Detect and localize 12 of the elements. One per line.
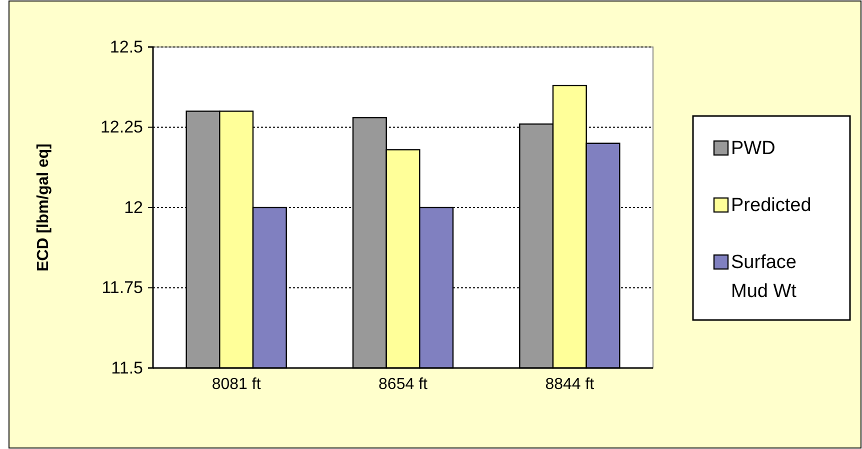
x-tick-label: 8844 ft — [545, 376, 595, 393]
y-tick-label: 11.5 — [111, 358, 143, 378]
y-tick-label: 12.5 — [110, 37, 143, 56]
y-tick-label: 11.75 — [102, 278, 143, 298]
y-tick-label: 12.25 — [100, 118, 143, 137]
y-tick-label: 12 — [124, 198, 143, 217]
y-axis-title: ECD [lbm/gal eq] — [35, 143, 52, 272]
legend-label: PWD — [731, 138, 776, 159]
x-tick-label: 8654 ft — [378, 376, 428, 393]
legend-label: Surface Mud Wt — [731, 252, 798, 302]
x-tick-label: 8081 ft — [212, 376, 262, 393]
legend-label: Predicted — [731, 195, 812, 216]
